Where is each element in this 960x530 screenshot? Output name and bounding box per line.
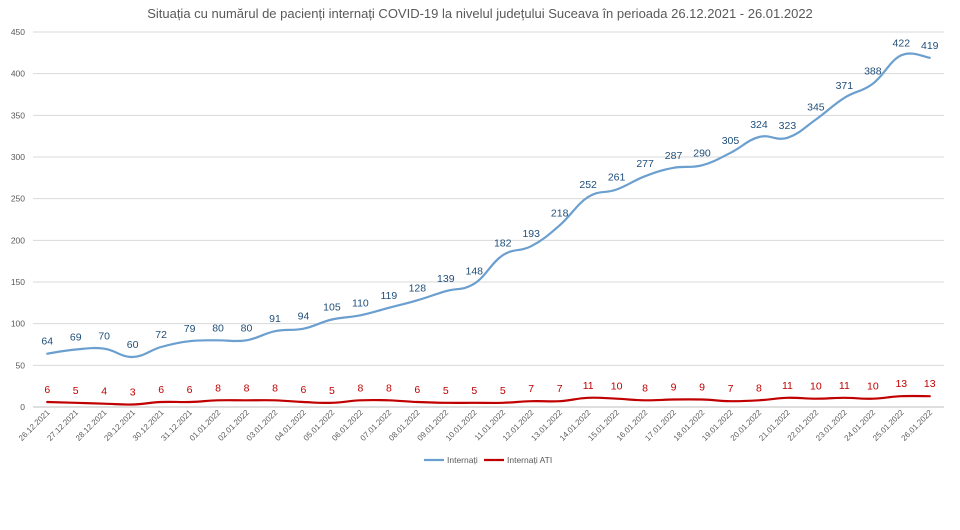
data-label: 8 [386,382,392,394]
y-tick-label: 0 [20,402,25,412]
data-label: 5 [471,385,477,397]
data-label: 8 [756,382,762,394]
data-label: 72 [155,329,167,341]
legend: Internați Internați ATI [424,455,552,465]
y-tick-label: 100 [11,319,25,329]
legend-label: Internați ATI [507,455,552,465]
data-label: 10 [867,381,879,393]
data-label: 10 [810,381,822,393]
data-label: 5 [329,385,335,397]
legend-label: Internați [447,455,478,465]
data-label: 218 [551,207,569,219]
data-label: 8 [642,382,648,394]
data-label: 6 [187,384,193,396]
data-label: 148 [466,266,484,278]
data-label: 419 [921,40,939,52]
x-axis: 26.12.202127.12.202128.12.202129.12.2021… [17,406,944,443]
data-label: 193 [522,228,540,240]
data-label: 4 [101,386,107,398]
data-label: 5 [73,385,79,397]
data-label: 182 [494,237,512,249]
data-label: 3 [130,387,136,399]
data-label: 80 [212,322,224,334]
data-label: 11 [782,380,793,392]
data-label: 388 [864,66,882,78]
data-label: 94 [298,311,310,323]
data-label: 119 [380,290,397,302]
data-label: 69 [70,332,82,344]
data-label: 371 [836,80,854,92]
y-tick-label: 250 [11,194,25,204]
y-tick-label: 200 [11,235,25,245]
data-label: 9 [699,382,705,394]
data-label: 7 [557,383,563,395]
data-label: 8 [272,382,278,394]
data-label: 91 [269,313,281,325]
data-label: 324 [750,119,768,131]
data-label: 8 [244,382,250,394]
y-tick-label: 450 [11,27,25,37]
y-tick-label: 50 [16,360,26,370]
y-axis: 0 50 100 150 200 250 300 350 400 450 [11,27,25,412]
data-label: 6 [301,384,307,396]
data-label: 60 [127,339,139,351]
data-label: 5 [500,385,506,397]
data-label: 110 [352,297,369,309]
data-label: 7 [728,383,734,395]
y-tick-label: 150 [11,277,25,287]
x-tick-label: 26.01.2022 [899,408,934,443]
chart-title: Situația cu numărul de pacienți internaț… [147,6,813,21]
series-line-internati-ati [46,394,931,406]
data-label: 139 [437,273,455,285]
data-label: 80 [241,322,253,334]
data-label: 287 [665,150,683,162]
series-line-internati [46,52,931,359]
data-label: 13 [895,378,907,390]
y-tick-label: 350 [11,110,25,120]
data-label: 128 [409,282,427,294]
data-label: 252 [579,179,597,191]
data-label: 290 [693,147,711,159]
y-tick-label: 400 [11,69,25,79]
data-label: 422 [893,37,911,49]
data-label: 5 [443,385,449,397]
data-label: 345 [807,102,825,114]
data-label: 11 [583,380,594,392]
gridlines [33,31,944,366]
data-label: 10 [611,381,623,393]
y-tick-label: 300 [11,152,25,162]
data-label: 64 [41,336,53,348]
data-label: 8 [215,382,221,394]
data-label: 11 [839,380,850,392]
data-label: 7 [528,383,534,395]
data-label: 6 [44,384,50,396]
data-label: 70 [98,331,110,343]
data-label: 105 [323,302,341,314]
data-label: 277 [636,158,654,170]
data-label: 6 [414,384,420,396]
legend-item-internati-ati: Internați ATI [484,455,552,465]
series-lines [46,52,931,406]
data-label: 8 [357,382,363,394]
data-label: 305 [722,135,740,147]
legend-item-internati: Internați [424,455,478,465]
data-label: 6 [158,384,164,396]
data-label: 79 [184,323,196,335]
data-label: 323 [779,120,797,132]
data-label: 13 [924,378,936,390]
data-label: 9 [671,382,677,394]
data-label: 261 [608,172,626,184]
